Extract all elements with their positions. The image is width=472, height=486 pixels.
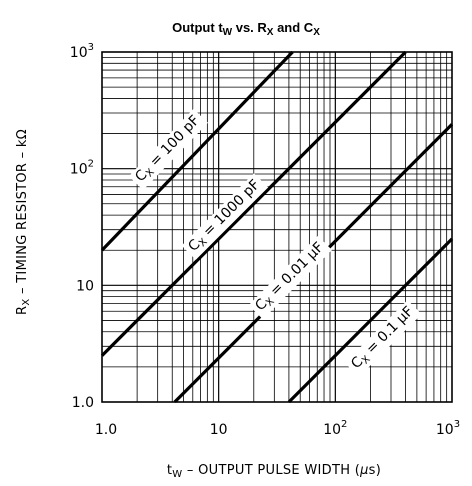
series-lines — [100, 50, 454, 404]
series-label-bg — [128, 108, 208, 191]
series-line-2 — [100, 50, 407, 357]
x-tick-label: 103 — [436, 419, 460, 438]
tick-labels: 1.0 10 102 103 1.0 10 102 103 — [70, 42, 460, 438]
series-label-2: CX = 1000 pF — [181, 173, 269, 260]
series-label-text: CX = 100 pF — [132, 112, 204, 186]
series-label-1: CX = 100 pF — [128, 108, 208, 191]
x-axis-label: tW – OUTPUT PULSE WIDTH (μs) — [167, 463, 381, 480]
series-label-text: CX = 1000 pF — [185, 177, 264, 256]
y-axis-label: RX – TIMING RESISTOR – kΩ — [15, 129, 32, 315]
series-label-text: CX = 0.1 μF — [348, 304, 418, 374]
series-line-4 — [287, 237, 454, 404]
y-tick-label: 103 — [70, 42, 94, 61]
y-tick-label: 1.0 — [72, 395, 94, 411]
x-tick-label: 1.0 — [95, 422, 117, 438]
series-label-3: CX = 0.01 μF — [248, 235, 332, 320]
plot-border — [101, 51, 453, 403]
series-label-bg — [344, 299, 422, 378]
chart-title: Output tW vs. RX and CX — [172, 20, 320, 38]
series-label-bg — [248, 235, 332, 320]
series-line-1 — [100, 50, 294, 252]
y-tick-label: 10 — [76, 278, 94, 294]
plot-frame — [101, 51, 453, 403]
x-tick-label: 10 — [210, 422, 228, 438]
y-tick-label: 102 — [70, 159, 94, 178]
grid — [102, 52, 452, 402]
series-label-bg — [181, 173, 269, 260]
x-tick-label: 102 — [323, 419, 347, 438]
